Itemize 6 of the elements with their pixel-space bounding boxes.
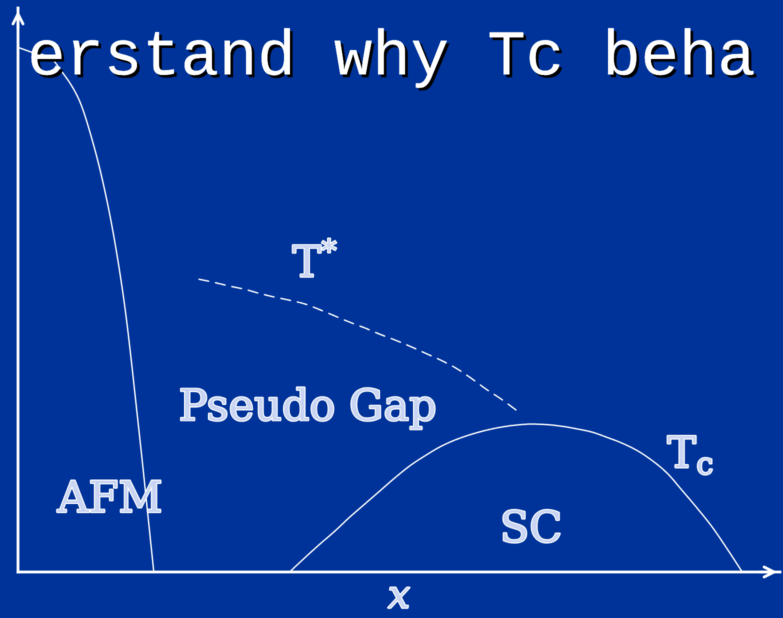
annotation: SC bbox=[503, 510, 560, 543]
series-label: T$^{*}$ bbox=[292, 238, 336, 277]
x-axis-title: x bbox=[388, 588, 410, 608]
series-label: T$_{c}$ bbox=[668, 436, 712, 474]
chart-title: erstand why Tc beha bbox=[31, 28, 756, 91]
annotation: Pseudo Gap bbox=[181, 387, 435, 430]
